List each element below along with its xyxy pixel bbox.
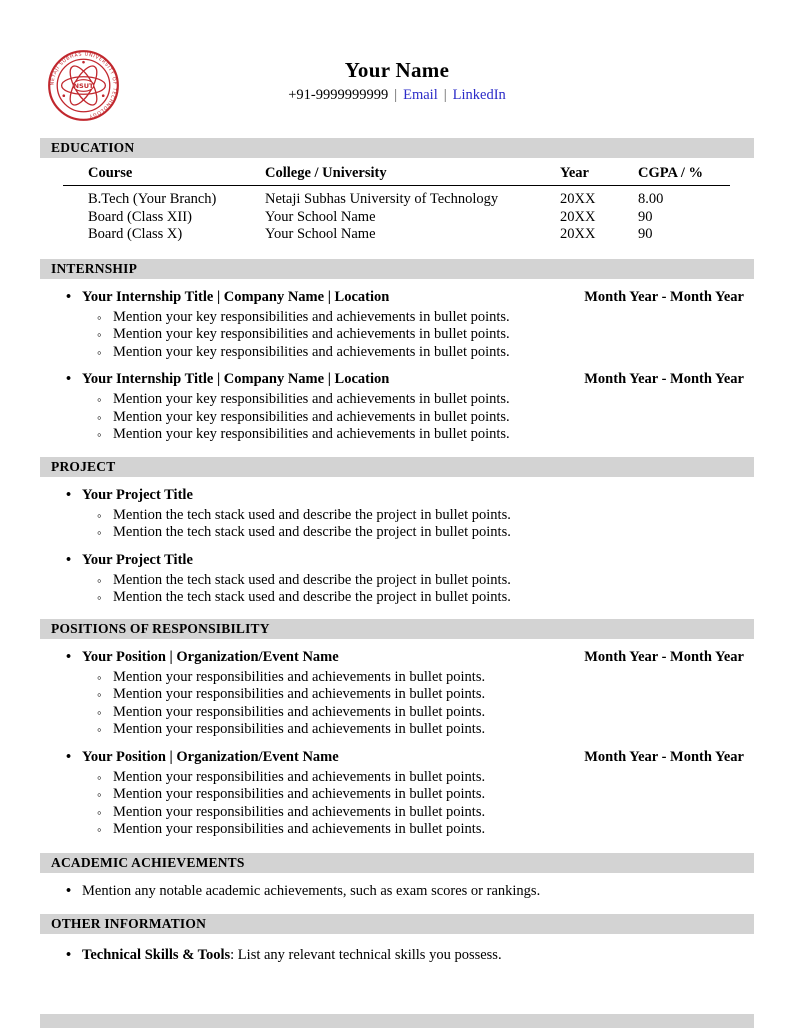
section-header-positions: POSITIONS OF RESPONSIBILITY xyxy=(40,618,754,639)
entry-heading-row: Your Project Title xyxy=(40,487,754,503)
resume-header: NETAJI SUBHAS UNIVERSITY OF TECHNOLOGY N… xyxy=(40,0,754,121)
course-cell: Board (Class XII) xyxy=(88,208,192,225)
year-cell: 20XX xyxy=(560,191,596,207)
section-title: PROJECT xyxy=(51,458,116,474)
section-title: ACADEMIC ACHIEVEMENTS xyxy=(51,854,245,870)
entry-date: Month Year - Month Year xyxy=(584,748,744,765)
bullet-item: Mention your responsibilities and achiev… xyxy=(40,704,754,722)
bullet-item: Mention your key responsibilities and ac… xyxy=(40,326,754,344)
email-link[interactable]: Email xyxy=(403,87,438,103)
candidate-name: Your Name xyxy=(344,58,450,82)
nsut-logo: NETAJI SUBHAS UNIVERSITY OF TECHNOLOGY N… xyxy=(48,50,119,121)
entry-title: Your Internship Title | Company Name | L… xyxy=(82,288,390,305)
column-header-year: Year xyxy=(560,165,638,186)
entry-heading-row: Your Internship Title | Company Name | L… xyxy=(40,289,754,305)
bullet-item: Mention your responsibilities and achiev… xyxy=(40,821,754,839)
cutoff-section-band xyxy=(40,1014,754,1028)
academic-bullet: Mention any notable academic achievement… xyxy=(40,883,754,901)
college-cell: Netaji Subhas University of Technology xyxy=(265,191,499,207)
logo-abbr: NSUT xyxy=(73,82,94,90)
bullet-item: Mention your responsibilities and achiev… xyxy=(40,786,754,804)
bullet-item: Mention your key responsibilities and ac… xyxy=(40,426,754,444)
year-cell: 20XX xyxy=(560,226,596,242)
bullet-list: Mention your key responsibilities and ac… xyxy=(40,391,754,444)
section-header-education: EDUCATION xyxy=(40,138,754,158)
column-header-course: Course xyxy=(63,165,265,186)
bullet-list: Mention the tech stack used and describe… xyxy=(40,572,754,607)
section-header-other: OTHER INFORMATION xyxy=(40,914,754,934)
bullet-text: Mention any notable academic achievement… xyxy=(82,882,541,899)
bullet-item: Mention your responsibilities and achiev… xyxy=(40,669,754,687)
bullet-item: Mention your key responsibilities and ac… xyxy=(40,409,754,427)
course-cell: Board (Class X) xyxy=(88,226,183,242)
entry-date: Month Year - Month Year xyxy=(584,288,744,305)
college-cell: Your School Name xyxy=(265,208,376,225)
column-header-college: College / University xyxy=(265,165,560,186)
bullet-item: Mention your responsibilities and achiev… xyxy=(40,769,754,787)
position-entry: Your Position | Organization/Event Name … xyxy=(40,649,754,739)
bullet-list: Mention your key responsibilities and ac… xyxy=(40,309,754,362)
entry-title: Your Position | Organization/Event Name xyxy=(82,748,339,765)
bullet-item: Mention the tech stack used and describe… xyxy=(40,589,754,607)
bullet-item: Mention your responsibilities and achiev… xyxy=(40,721,754,739)
entry-date: Month Year - Month Year xyxy=(584,371,744,387)
bullet-list: Mention your responsibilities and achiev… xyxy=(40,669,754,739)
separator: | xyxy=(443,87,447,103)
section-header-internship: INTERNSHIP xyxy=(40,258,754,279)
entry-title: Your Position | Organization/Event Name xyxy=(82,648,339,665)
education-row: B.Tech (Your Branch) Netaji Subhas Unive… xyxy=(63,186,730,209)
cgpa-cell: 8.00 xyxy=(638,191,664,207)
bullet-item: Mention the tech stack used and describe… xyxy=(40,507,754,525)
internship-entry: Your Internship Title | Company Name | L… xyxy=(40,289,754,362)
section-title: INTERNSHIP xyxy=(51,260,138,276)
education-row: Board (Class XII) Your School Name 20XX … xyxy=(63,209,730,227)
bullet-list: Mention the tech stack used and describe… xyxy=(40,507,754,542)
entry-title: Your Project Title xyxy=(82,551,193,568)
contact-line: +91-9999999999 | Email | LinkedIn xyxy=(40,84,754,106)
entry-date: Month Year - Month Year xyxy=(584,648,744,665)
bullet-item: Mention your responsibilities and achiev… xyxy=(40,686,754,704)
cgpa-cell: 90 xyxy=(638,208,653,225)
entry-heading-row: Your Internship Title | Company Name | L… xyxy=(40,371,754,387)
separator: | xyxy=(394,87,398,103)
column-header-cgpa: CGPA / % xyxy=(638,165,730,186)
skills-label: Technical Skills & Tools xyxy=(82,947,231,963)
linkedin-link[interactable]: LinkedIn xyxy=(452,87,506,103)
section-header-academic: ACADEMIC ACHIEVEMENTS xyxy=(40,852,754,873)
entry-heading-row: Your Position | Organization/Event Name … xyxy=(40,749,754,765)
education-row: Board (Class X) Your School Name 20XX 90 xyxy=(63,226,730,244)
entry-heading-row: Your Project Title xyxy=(40,552,754,568)
section-title: OTHER INFORMATION xyxy=(51,916,207,931)
skills-bullet: Technical Skills & Tools: List any relev… xyxy=(40,947,754,965)
education-table: Course College / University Year CGPA / … xyxy=(63,165,730,244)
position-entry: Your Position | Organization/Event Name … xyxy=(40,749,754,839)
project-entry: Your Project Title Mention the tech stac… xyxy=(40,487,754,542)
college-cell: Your School Name xyxy=(265,226,376,242)
bullet-item: Mention your responsibilities and achiev… xyxy=(40,804,754,822)
bullet-item: Mention the tech stack used and describe… xyxy=(40,524,754,542)
entry-title: Your Project Title xyxy=(82,486,193,503)
phone-number: +91-9999999999 xyxy=(288,87,389,103)
bullet-item: Mention your key responsibilities and ac… xyxy=(40,344,754,362)
entry-title: Your Internship Title | Company Name | L… xyxy=(82,371,390,387)
year-cell: 20XX xyxy=(560,208,596,225)
bullet-item: Mention the tech stack used and describe… xyxy=(40,572,754,590)
section-header-project: PROJECT xyxy=(40,456,754,477)
bullet-list: Mention your responsibilities and achiev… xyxy=(40,769,754,839)
course-cell: B.Tech (Your Branch) xyxy=(88,191,217,207)
entry-heading-row: Your Position | Organization/Event Name … xyxy=(40,649,754,665)
section-title: EDUCATION xyxy=(51,140,135,155)
skills-text: : List any relevant technical skills you… xyxy=(230,947,502,963)
education-header-row: Course College / University Year CGPA / … xyxy=(63,165,730,186)
cgpa-cell: 90 xyxy=(638,226,653,242)
bullet-item: Mention your key responsibilities and ac… xyxy=(40,309,754,327)
section-title: POSITIONS OF RESPONSIBILITY xyxy=(51,620,270,636)
internship-entry: Your Internship Title | Company Name | L… xyxy=(40,371,754,444)
bullet-item: Mention your key responsibilities and ac… xyxy=(40,391,754,409)
project-entry: Your Project Title Mention the tech stac… xyxy=(40,552,754,607)
